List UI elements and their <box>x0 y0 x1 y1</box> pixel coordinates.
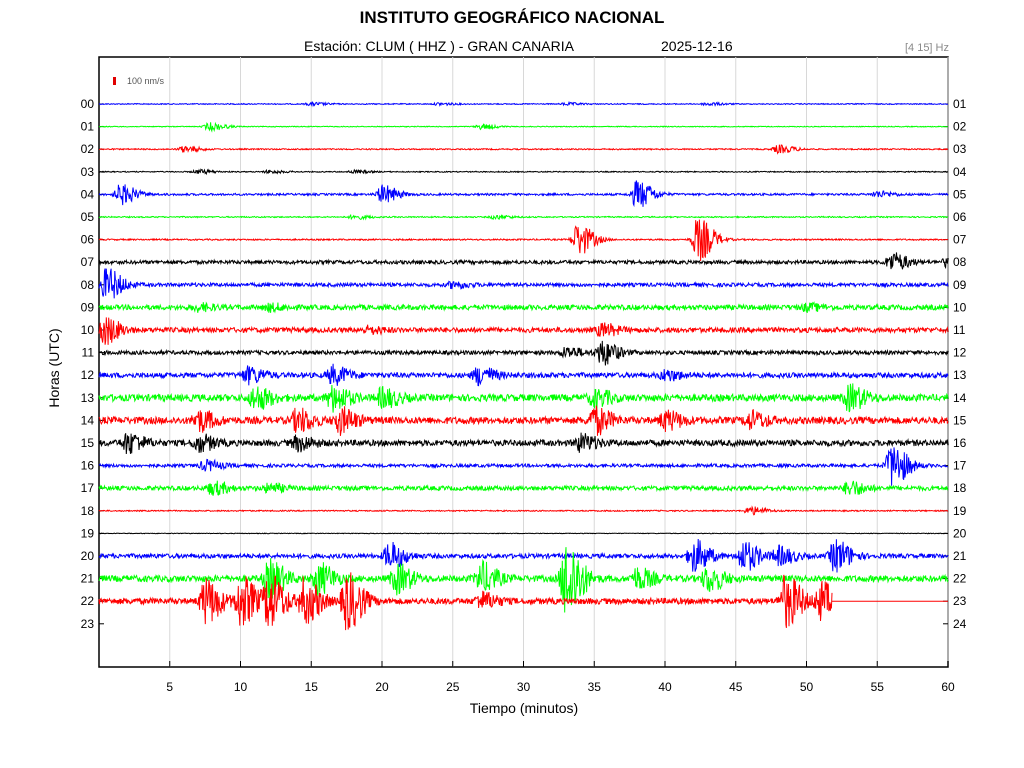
y-tick-label-right: 15 <box>953 413 967 427</box>
scale-label: 100 nm/s <box>127 76 165 86</box>
y-tick-label-right: 20 <box>953 526 967 540</box>
y-tick-label-left: 06 <box>81 233 95 247</box>
x-tick-label: 20 <box>375 680 389 694</box>
trace-hour-19 <box>98 532 949 535</box>
trace-hour-10 <box>98 317 949 345</box>
y-tick-label-right: 09 <box>953 278 967 292</box>
trace-hour-22 <box>98 572 833 631</box>
y-tick-label-right: 16 <box>953 436 967 450</box>
x-tick-label: 50 <box>800 680 814 694</box>
y-tick-label-left: 10 <box>81 323 95 337</box>
x-tick-label: 35 <box>588 680 602 694</box>
trace-hour-11 <box>98 340 949 366</box>
x-tick-label: 10 <box>234 680 248 694</box>
y-tick-label-right: 03 <box>953 142 967 156</box>
trace-hour-15 <box>98 432 949 455</box>
trace-hour-12 <box>98 363 949 387</box>
y-tick-label-right: 10 <box>953 300 967 314</box>
y-tick-label-right: 22 <box>953 572 967 586</box>
chart-title: INSTITUTO GEOGRÁFICO NACIONAL <box>359 8 665 27</box>
trace-hour-01 <box>98 121 949 133</box>
y-tick-label-right: 19 <box>953 504 967 518</box>
y-tick-label-right: 07 <box>953 233 967 247</box>
x-tick-label: 5 <box>166 680 173 694</box>
y-tick-label-left: 09 <box>81 300 95 314</box>
y-tick-label-right: 02 <box>953 120 967 134</box>
y-tick-label-left: 05 <box>81 210 95 224</box>
x-tick-label: 30 <box>517 680 531 694</box>
date-label: 2025-12-16 <box>661 38 733 54</box>
trace-hour-17 <box>98 480 949 496</box>
y-tick-label-left: 17 <box>81 481 95 495</box>
y-tick-label-left: 19 <box>81 526 95 540</box>
y-tick-label-left: 18 <box>81 504 95 518</box>
x-tick-label: 40 <box>658 680 672 694</box>
y-tick-label-right: 23 <box>953 594 967 608</box>
y-tick-label-right: 04 <box>953 165 967 179</box>
trace-hour-06 <box>98 219 949 262</box>
y-tick-label-left: 20 <box>81 549 95 563</box>
y-tick-label-left: 12 <box>81 368 95 382</box>
y-tick-label-left: 14 <box>81 413 95 427</box>
y-tick-label-right: 12 <box>953 346 967 360</box>
trace-hour-05 <box>98 213 949 221</box>
y-tick-label-left: 23 <box>81 617 95 631</box>
y-tick-label-left: 04 <box>81 187 95 201</box>
x-tick-label: 45 <box>729 680 743 694</box>
y-tick-label-right: 24 <box>953 617 967 631</box>
trace-hour-08 <box>98 268 949 299</box>
y-tick-label-right: 01 <box>953 97 967 111</box>
trace-hour-03 <box>98 168 949 176</box>
trace-hour-18 <box>98 505 949 516</box>
x-tick-label: 60 <box>941 680 955 694</box>
station-label: Estación: CLUM ( HHZ ) - GRAN CANARIA <box>304 38 574 54</box>
y-tick-label-left: 15 <box>81 436 95 450</box>
y-tick-label-right: 08 <box>953 255 967 269</box>
trace-hour-07 <box>98 252 949 270</box>
y-tick-label-right: 05 <box>953 187 967 201</box>
y-tick-label-left: 16 <box>81 459 95 473</box>
y-tick-label-right: 06 <box>953 210 967 224</box>
y-tick-label-right: 14 <box>953 391 967 405</box>
trace-hour-04 <box>98 180 949 208</box>
y-tick-label-right: 13 <box>953 368 967 382</box>
y-axis-label: Horas (UTC) <box>46 328 62 408</box>
y-tick-label-left: 13 <box>81 391 95 405</box>
x-tick-label: 55 <box>871 680 885 694</box>
y-tick-label-left: 21 <box>81 572 95 586</box>
y-tick-label-left: 11 <box>82 346 95 360</box>
trace-hour-13 <box>98 383 949 413</box>
trace-hour-21 <box>98 547 949 613</box>
trace-hour-20 <box>98 538 949 573</box>
trace-hour-02 <box>99 144 949 155</box>
y-tick-label-right: 17 <box>953 459 967 473</box>
y-tick-label-right: 21 <box>953 549 967 563</box>
y-tick-label-left: 07 <box>81 255 95 269</box>
x-axis-label: Tiempo (minutos) <box>469 700 579 716</box>
y-tick-label-left: 00 <box>81 97 95 111</box>
trace-hour-14 <box>98 405 949 436</box>
x-tick-label: 15 <box>305 680 319 694</box>
y-tick-label-right: 11 <box>953 323 966 337</box>
trace-hour-16 <box>98 447 949 486</box>
frequency-band-label: [4 15] Hz <box>904 42 949 54</box>
x-tick-label: 25 <box>446 680 460 694</box>
y-tick-label-left: 02 <box>81 142 95 156</box>
trace-hour-09 <box>98 301 949 314</box>
y-tick-label-left: 08 <box>81 278 95 292</box>
y-tick-label-left: 01 <box>81 120 95 134</box>
y-tick-label-right: 18 <box>953 481 967 495</box>
scale-bar <box>113 77 116 85</box>
y-tick-label-left: 03 <box>81 165 95 179</box>
y-tick-label-left: 22 <box>81 594 95 608</box>
trace-hour-00 <box>98 100 948 108</box>
